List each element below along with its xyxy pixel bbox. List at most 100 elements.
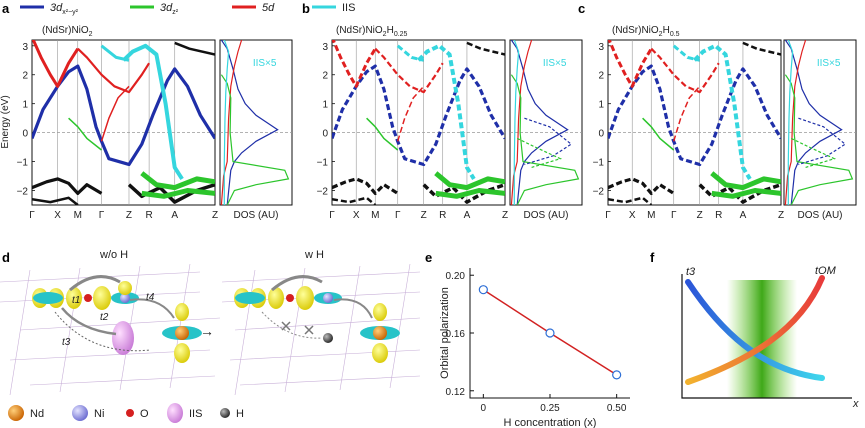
k-label: A xyxy=(740,210,747,221)
band-5d xyxy=(32,40,80,88)
dos-iis xyxy=(513,40,520,205)
band-dx2y2 xyxy=(32,64,215,167)
legend-nd: Nd xyxy=(30,408,44,420)
band-5d-3 xyxy=(672,85,701,142)
energy-tick: 2 xyxy=(598,71,604,82)
band-dz2-2 xyxy=(711,188,781,199)
band-5d xyxy=(332,40,377,88)
ytick-label: 0.12 xyxy=(446,387,466,398)
dos-frame xyxy=(509,39,583,206)
band-dx2y2 xyxy=(332,64,505,167)
band-iis xyxy=(417,43,476,180)
dos-dx2y2 xyxy=(510,40,569,205)
band-dz2-3 xyxy=(642,117,675,151)
tom-label: tOM xyxy=(815,265,837,277)
band-black-4 xyxy=(466,41,505,56)
energy-tick: 0 xyxy=(322,129,328,140)
dos-dz2 xyxy=(510,74,580,205)
data-point xyxy=(612,370,622,380)
k-label: Γ xyxy=(395,210,401,221)
legend-label: 5d xyxy=(262,2,275,14)
k-label: R xyxy=(715,210,722,221)
energy-tick: 1 xyxy=(598,100,604,111)
xlabel-e: H concentration (x) xyxy=(504,417,597,428)
band-dz2 xyxy=(710,171,781,191)
band-black-2 xyxy=(32,196,79,205)
band-iis-2 xyxy=(396,44,425,62)
panel-letter: b xyxy=(302,1,310,16)
x-axis-label-f: x xyxy=(852,398,859,410)
band-black-2 xyxy=(332,196,377,205)
k-label: Z xyxy=(212,210,218,221)
k-label: M xyxy=(74,210,82,221)
data-point xyxy=(478,285,488,295)
k-label: Z xyxy=(126,210,132,221)
dos-label: DOS (AU) xyxy=(798,210,843,221)
panel-e-letter: e xyxy=(425,250,432,265)
k-label: M xyxy=(647,210,655,221)
dos-dz2-h xyxy=(516,137,563,168)
band-black-4 xyxy=(742,41,781,56)
h-atom xyxy=(323,333,333,343)
k-label: R xyxy=(439,210,446,221)
panel-d-left-title: w/o H xyxy=(99,249,128,261)
iis-orbital xyxy=(112,321,134,355)
energy-tick: 3 xyxy=(598,42,604,53)
dos-label: DOS (AU) xyxy=(234,210,279,221)
dos-dx2y2 xyxy=(784,40,843,205)
legend-label: 3dz² xyxy=(160,2,179,16)
k-label: Γ xyxy=(605,210,611,221)
iis-scale-label: IIS×5 xyxy=(543,58,567,69)
schematic-axes xyxy=(681,274,852,399)
data-point xyxy=(545,328,555,338)
ytick-label: 0.16 xyxy=(446,329,466,340)
legend-h: H xyxy=(236,408,244,420)
k-label: Γ xyxy=(329,210,335,221)
band-iis-2 xyxy=(672,44,701,62)
dos-iis xyxy=(223,40,230,205)
band-black-4 xyxy=(174,41,215,56)
k-label: X xyxy=(353,210,360,221)
transition-arrow: → xyxy=(200,323,214,339)
panel-d: d w/o H w H xyxy=(0,249,421,423)
band-panel-a: a (NdSr)NiO2 Γ X M Γ Z R A Z DOS (AU) 3 2 1 0 −1 −2 Energ… xyxy=(0,1,293,221)
atom-legend: Nd Ni O IIS H xyxy=(8,403,244,423)
k-label: Z xyxy=(421,210,427,221)
energy-tick: −2 xyxy=(17,187,29,198)
k-label: Z xyxy=(502,210,508,221)
panel-d-right-title: w H xyxy=(304,249,324,261)
k-label: M xyxy=(371,210,379,221)
iis-scale-label: IIS×5 xyxy=(817,58,841,69)
energy-tick: 1 xyxy=(322,100,328,111)
k-label: Γ xyxy=(671,210,677,221)
band-5d-3 xyxy=(396,85,425,142)
band-iis xyxy=(693,43,752,180)
o-atom xyxy=(84,294,92,302)
dos-frame xyxy=(219,39,293,206)
k-label: Z xyxy=(778,210,784,221)
band-black xyxy=(332,177,399,195)
t3-label: t3 xyxy=(686,266,696,278)
band-dz2 xyxy=(434,171,505,191)
band-frame xyxy=(607,39,782,206)
k-label: X xyxy=(629,210,636,221)
orbital-polarization-chart: 0.20 0.16 0.12 0 0.25 0.50 Orbital polarizatio… xyxy=(439,268,630,428)
hop-t1: t1 xyxy=(72,295,80,306)
dos-dz2-h xyxy=(790,137,837,168)
panel-letter: a xyxy=(2,1,10,16)
band-5d-2 xyxy=(77,47,151,94)
band-5d-3 xyxy=(100,85,130,142)
panel-title: (NdSr)NiO2H0.25 xyxy=(336,25,408,38)
k-label: A xyxy=(464,210,471,221)
energy-tick: −1 xyxy=(593,158,605,169)
energy-tick: 0 xyxy=(22,129,28,140)
orbital-cluster-left: t1 t2 t3 t4 xyxy=(32,275,202,363)
panel-title: (NdSr)NiO2 xyxy=(42,25,93,38)
panel-f-letter: f xyxy=(650,250,655,265)
legend-ni: Ni xyxy=(94,408,104,420)
k-label: R xyxy=(146,210,153,221)
dos-dz2 xyxy=(220,74,290,205)
band-dz2-2 xyxy=(435,188,505,199)
dos-label: DOS (AU) xyxy=(524,210,569,221)
